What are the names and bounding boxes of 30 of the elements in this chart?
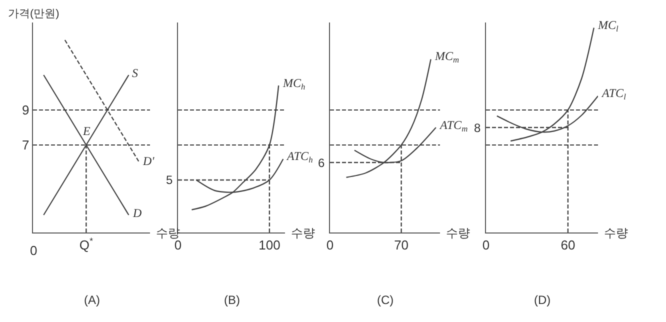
series-label: ATC$_{h}$ <box>286 149 313 165</box>
series-label: S <box>132 66 138 80</box>
text: (B) <box>224 293 240 307</box>
x-tick-label: 70 <box>394 237 409 252</box>
series-label: MC$_{m}$ <box>434 49 460 65</box>
x-tick-label: 0 <box>326 237 334 252</box>
x-axis-title: 수량 <box>446 226 470 240</box>
x-axis-title: 수량 <box>291 226 315 240</box>
series-label: MC$_{h}$ <box>282 76 306 92</box>
y-tick-label: 7 <box>22 138 30 153</box>
text: (A) <box>84 293 100 307</box>
series-label: MC$_{l}$ <box>597 18 619 34</box>
series-label: D <box>132 206 142 220</box>
annotation: 5 <box>166 173 173 187</box>
series-label: ATC$_{l}$ <box>601 86 627 102</box>
x-axis-title: 수량 <box>604 226 628 240</box>
annotation: 8 <box>474 121 481 135</box>
annotation: 6 <box>318 156 325 170</box>
x-tick-label: 0 <box>482 237 490 252</box>
y-axis-title: 가격(만원) <box>8 8 60 20</box>
x-tick-label: Q$^{*}$ <box>79 236 94 252</box>
series-label: D' <box>142 154 155 168</box>
annotation: E <box>82 124 91 138</box>
x-tick-label: 60 <box>560 237 576 252</box>
text: (C) <box>377 293 394 307</box>
x-tick-label: 100 <box>258 237 280 252</box>
y-tick-label: 9 <box>22 102 30 118</box>
series-label: ATC$_{m}$ <box>439 118 468 134</box>
text: (D) <box>534 293 551 307</box>
x-axis-title: 수량 <box>156 226 180 240</box>
